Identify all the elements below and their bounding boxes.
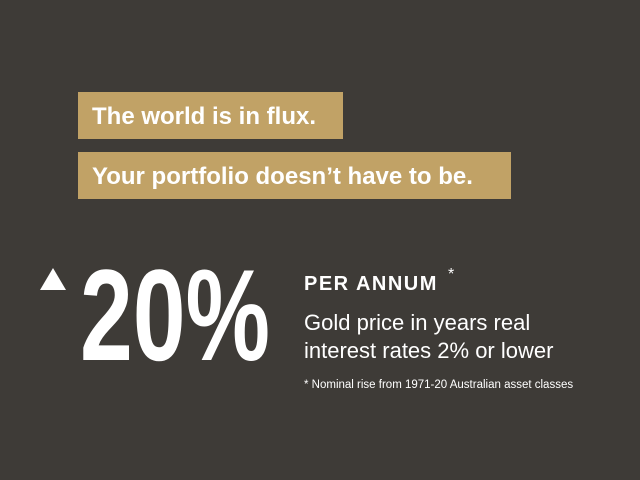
stat-value: 20% — [80, 242, 270, 388]
headline-box — [78, 92, 343, 139]
description-line: interest rates 2% or lower — [304, 338, 553, 363]
headline-line: The world is in flux. — [92, 103, 316, 130]
stat-label: PER ANNUM — [304, 273, 438, 295]
asterisk: * — [448, 266, 454, 283]
headline-line: Your portfolio doesn’t have to be. — [92, 163, 473, 190]
footnote: * Nominal rise from 1971-20 Australian a… — [304, 379, 573, 391]
headline-box — [78, 152, 511, 199]
up-arrow — [40, 268, 66, 290]
description-line: Gold price in years real — [304, 310, 530, 335]
